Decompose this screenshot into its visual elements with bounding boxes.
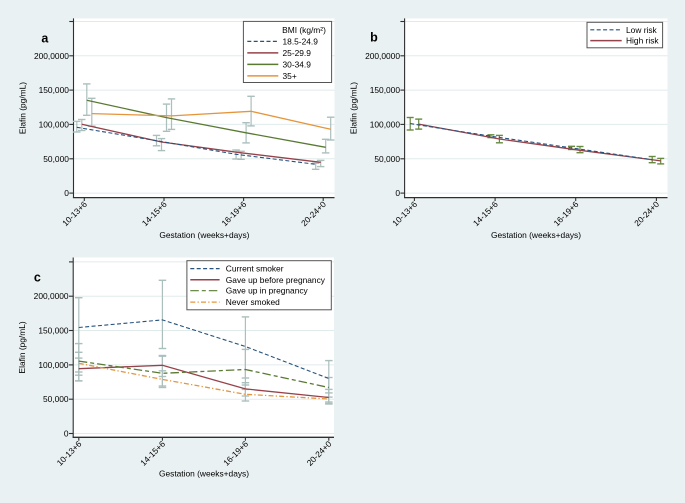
svg-text:Gave up in pregnancy: Gave up in pregnancy <box>226 286 309 296</box>
svg-text:35+: 35+ <box>283 71 297 81</box>
svg-text:200,0000: 200,0000 <box>365 51 400 61</box>
svg-text:c: c <box>34 270 41 284</box>
svg-text:Gave up before pregnancy: Gave up before pregnancy <box>226 275 326 285</box>
svg-text:25-29.9: 25-29.9 <box>283 48 312 58</box>
svg-text:Gestation (weeks+days): Gestation (weeks+days) <box>491 230 581 240</box>
svg-text:50,000: 50,000 <box>43 394 69 404</box>
svg-text:Gestation (weeks+days): Gestation (weeks+days) <box>159 230 249 240</box>
svg-text:150,000: 150,000 <box>38 326 69 336</box>
svg-text:0: 0 <box>64 429 69 439</box>
svg-text:150,000: 150,000 <box>39 85 70 95</box>
svg-text:0: 0 <box>64 188 69 198</box>
svg-text:100,000: 100,000 <box>39 119 70 129</box>
svg-text:Elafin (pg/mL): Elafin (pg/mL) <box>17 321 27 373</box>
svg-text:100,000: 100,000 <box>38 360 69 370</box>
svg-text:Elafin (pg/mL): Elafin (pg/mL) <box>18 82 28 134</box>
svg-text:18.5-24.9: 18.5-24.9 <box>283 36 319 46</box>
svg-text:100,000: 100,000 <box>370 119 401 129</box>
svg-text:200,0000: 200,0000 <box>34 291 69 301</box>
svg-text:Current smoker: Current smoker <box>226 264 284 274</box>
svg-text:BMI (kg/m²): BMI (kg/m²) <box>282 25 326 35</box>
svg-text:a: a <box>41 32 49 46</box>
svg-text:50,000: 50,000 <box>374 154 400 164</box>
svg-text:50,000: 50,000 <box>43 154 69 164</box>
svg-text:0: 0 <box>395 188 400 198</box>
svg-text:30-34.9: 30-34.9 <box>283 59 312 69</box>
svg-text:Never smoked: Never smoked <box>226 297 280 307</box>
svg-text:Low risk: Low risk <box>626 25 658 35</box>
svg-text:200,0000: 200,0000 <box>34 51 69 61</box>
svg-text:Gestation (weeks+days): Gestation (weeks+days) <box>159 468 249 478</box>
svg-text:150,000: 150,000 <box>370 85 401 95</box>
svg-text:Elafin (pg/mL): Elafin (pg/mL) <box>349 82 359 134</box>
svg-text:High risk: High risk <box>626 36 659 46</box>
svg-text:b: b <box>370 30 378 44</box>
